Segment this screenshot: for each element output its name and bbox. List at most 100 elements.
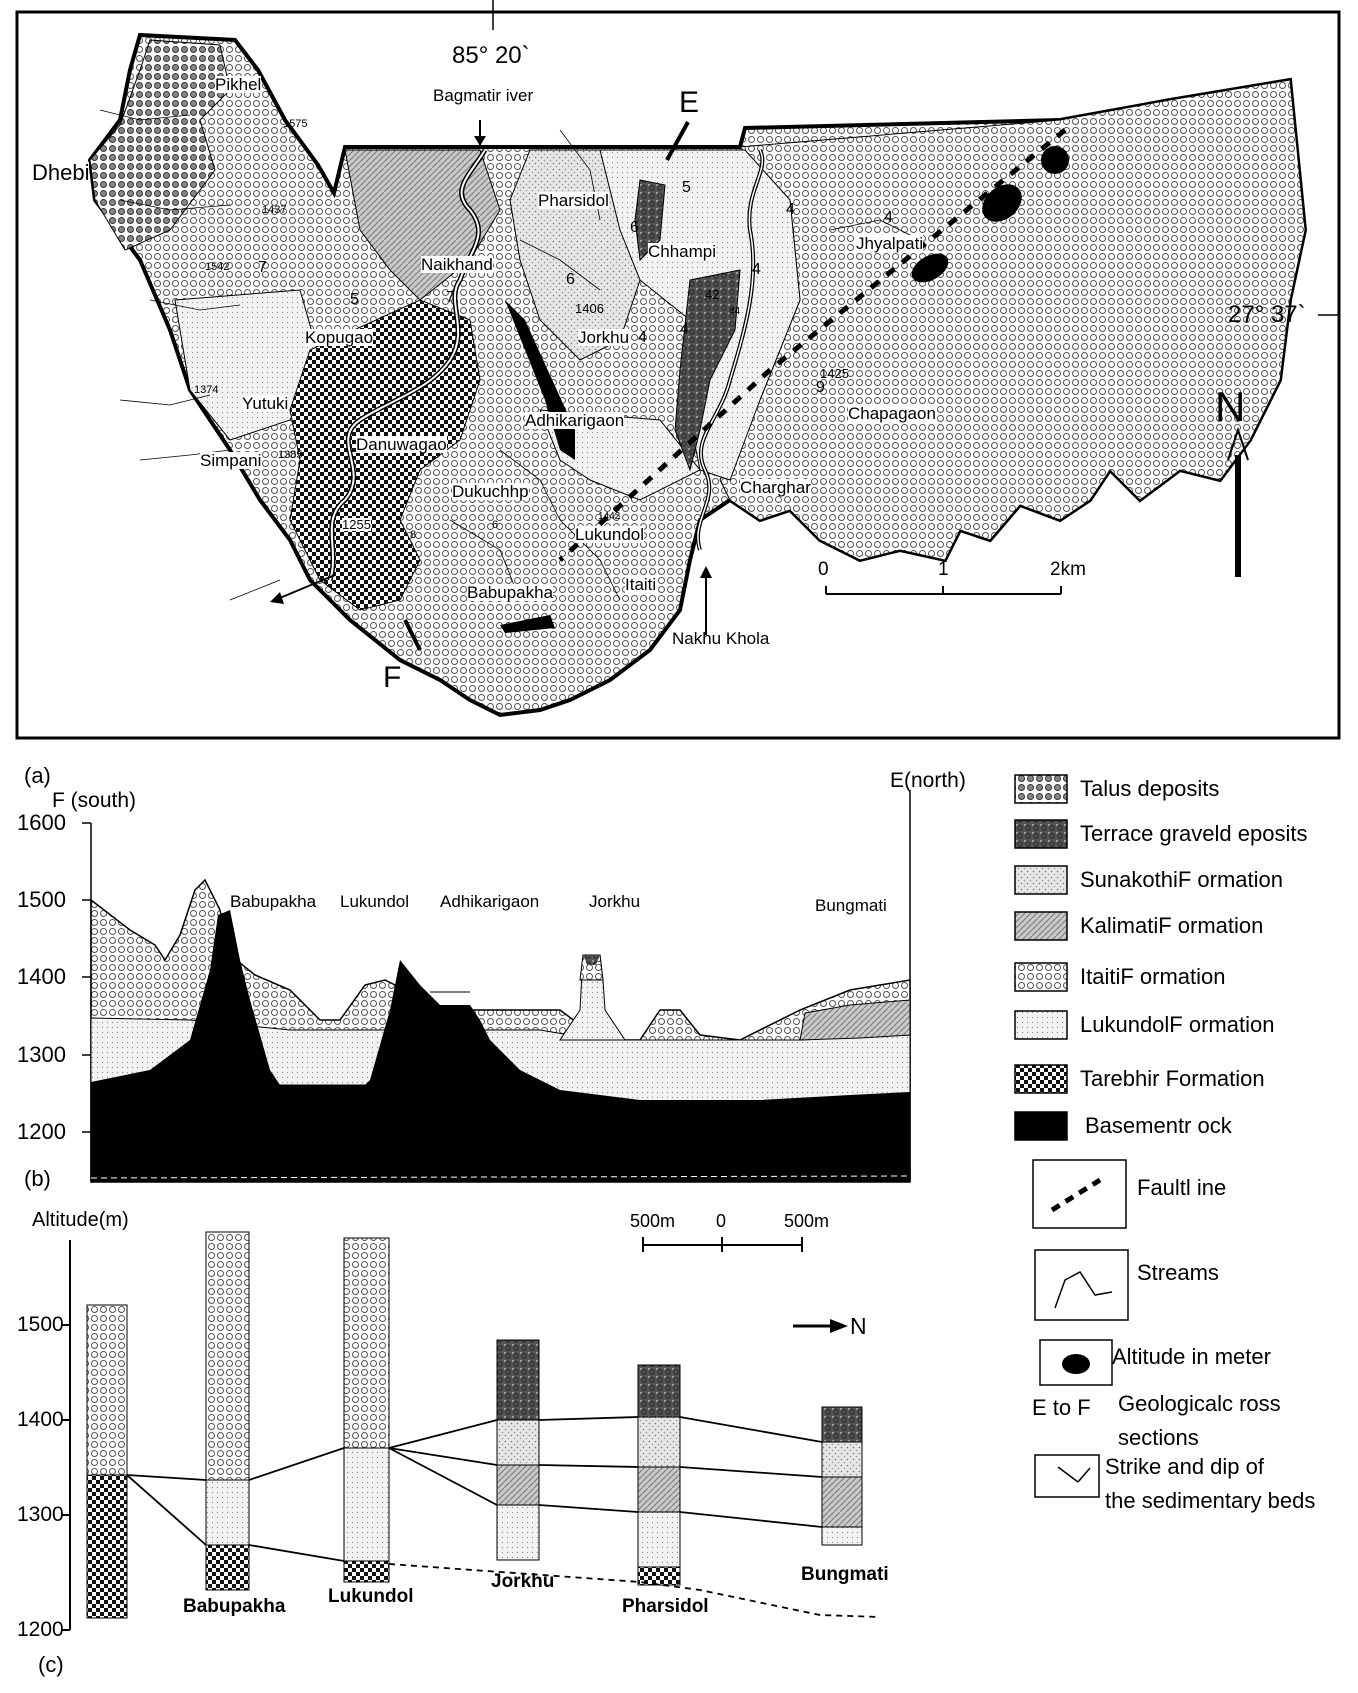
- place-jhyalpati: Jhyalpati: [856, 234, 924, 253]
- cross-section-b: [82, 790, 911, 1252]
- map-scale-bar: [825, 586, 1062, 595]
- place-jorkhu: Jorkhu: [578, 328, 630, 347]
- section-c-column-label: Jorkhu: [491, 1571, 555, 1592]
- section-c-tick: 1400: [17, 1408, 64, 1431]
- dip-value: 4: [680, 321, 689, 338]
- section-c-ylabel: Altitude(m): [32, 1209, 129, 1231]
- dip-value: 4: [638, 329, 647, 346]
- dip-value: 42: [705, 287, 720, 302]
- place-chapagaon: Chapagaon: [848, 404, 936, 423]
- place-charghar: Charghar: [740, 478, 811, 497]
- section-b-tick: 1400: [17, 964, 66, 989]
- section-b-place: Jorkhu: [589, 892, 641, 911]
- section-c-tick: 1500: [17, 1313, 64, 1336]
- place-babupakha: Babupakha: [467, 583, 554, 602]
- section-b-place: Adhikarigaon: [440, 892, 540, 911]
- section-c-column-label: Pharsidol: [622, 1596, 709, 1617]
- scale-0: 0: [818, 559, 829, 580]
- scale-1: 1: [938, 559, 949, 580]
- legend-swatch-itaiti: [1014, 962, 1068, 992]
- dip-value: 44: [729, 306, 741, 317]
- legend-label: Terrace graveld eposits: [1080, 821, 1308, 846]
- latitude-label: 27° 37`: [1228, 301, 1306, 328]
- place-lukundol: Lukundol: [575, 525, 645, 544]
- section-b-scale: 500m: [784, 1211, 830, 1231]
- dip-value: 5: [350, 291, 359, 308]
- panel-label-b: (b): [24, 1166, 51, 1191]
- place-danuwagao: Danuwagao: [356, 435, 447, 454]
- place-naikhand: Naikhand: [421, 255, 493, 274]
- section-b-place: Lukundol: [340, 892, 410, 911]
- legend-label: SunakothiF ormation: [1080, 867, 1283, 892]
- altitude-icon: [1039, 1339, 1113, 1386]
- legend-symbol-label: Altitude in meter: [1112, 1344, 1271, 1369]
- columns-c: [62, 1231, 881, 1631]
- river-label-nakhu: Nakhu Khola: [672, 629, 770, 648]
- section-c-tick: 1300: [17, 1503, 64, 1526]
- section-b-place: Babupakha: [230, 892, 317, 911]
- map-fault-line: [558, 128, 1067, 562]
- altitude-1542: 1542: [205, 261, 230, 273]
- legend-label: ItaitiF ormation: [1080, 964, 1226, 989]
- place-chhampi: Chhampi: [648, 242, 717, 261]
- section-b-scale: 500m: [630, 1211, 676, 1231]
- place-pikhel: Pikhel: [215, 75, 262, 94]
- place-yutuki: Yutuki: [242, 394, 289, 413]
- place-pharsidol: Pharsidol: [538, 191, 609, 210]
- section-b-tick: 1300: [17, 1042, 66, 1067]
- section-b-right-end: E(north): [890, 769, 966, 792]
- place-dhebi: Dhebi: [32, 160, 90, 185]
- section-c-column-label: Lukundol: [328, 1586, 414, 1607]
- dip-value: 6: [566, 271, 575, 288]
- place-simpani: Simpani: [200, 451, 262, 470]
- north-arrow-icon: [1227, 426, 1249, 577]
- section-c-column-label: Bungmati: [801, 1564, 889, 1585]
- dip-value: 4: [786, 201, 795, 218]
- place-dukuchhp: Dukuchhp: [452, 482, 529, 501]
- legend-swatch-basement: [1014, 1111, 1068, 1141]
- section-c-north: N: [850, 1313, 867, 1339]
- altitude-1385: 1385: [278, 449, 303, 461]
- dip-value: 7: [446, 289, 455, 306]
- legend-label: Tarebhir Formation: [1080, 1066, 1265, 1091]
- north-label: N: [1215, 383, 1246, 430]
- legend-symbol-label: Strike and dip of: [1105, 1454, 1264, 1479]
- dip-value: 6: [492, 519, 499, 531]
- longitude-label: 85° 20`: [452, 42, 530, 69]
- legend-symbol-label: Faultl ine: [1137, 1175, 1227, 1200]
- legend-swatch-talus: [1014, 774, 1068, 804]
- section-b-left-end: F (south): [52, 789, 137, 812]
- place-kopugao: Kopugao: [305, 328, 374, 347]
- legend-symbol-label: Streams: [1137, 1260, 1219, 1285]
- altitude-1575: 1575: [283, 118, 308, 130]
- dip-value: 6: [630, 219, 639, 236]
- panel-label-c: (c): [38, 1652, 64, 1677]
- section-c-column-label: Babupakha: [183, 1596, 286, 1617]
- streams-icon: [1034, 1249, 1129, 1321]
- legend-label: Talus deposits: [1080, 776, 1220, 801]
- place-adhikarigaon: Adhikarigaon: [525, 411, 625, 430]
- altitude-1442: 1442: [598, 511, 621, 522]
- legend-symbol-key: E to F: [1032, 1395, 1091, 1420]
- panel-label-a: (a): [24, 763, 51, 788]
- dip-value: 4: [752, 261, 761, 278]
- river-label-bagmati: Bagmatir iver: [433, 86, 534, 105]
- legend-swatch-tarebhir: [1014, 1064, 1068, 1094]
- dip-value: 7: [258, 259, 267, 276]
- section-b-tick: 1500: [17, 887, 66, 912]
- fault-line-icon: [1032, 1159, 1127, 1229]
- scale-2km: 2km: [1050, 559, 1086, 580]
- altitude-1406: 1406: [575, 301, 604, 316]
- legend-symbol-label: sections: [1118, 1425, 1199, 1450]
- section-c-tick: 1200: [17, 1618, 64, 1641]
- strike-dip-icon: [1034, 1454, 1100, 1498]
- map-frame: [15, 10, 1341, 740]
- place-itaiti: Itaiti: [625, 575, 657, 594]
- legend-swatch-kalimati: [1014, 911, 1068, 941]
- legend: [1014, 774, 1129, 1498]
- section-b-tick: 1200: [17, 1119, 66, 1144]
- legend-symbol-label: the sedimentary beds: [1105, 1488, 1316, 1513]
- dip-value: 8: [410, 529, 417, 541]
- section-b-scale: 0: [716, 1211, 727, 1231]
